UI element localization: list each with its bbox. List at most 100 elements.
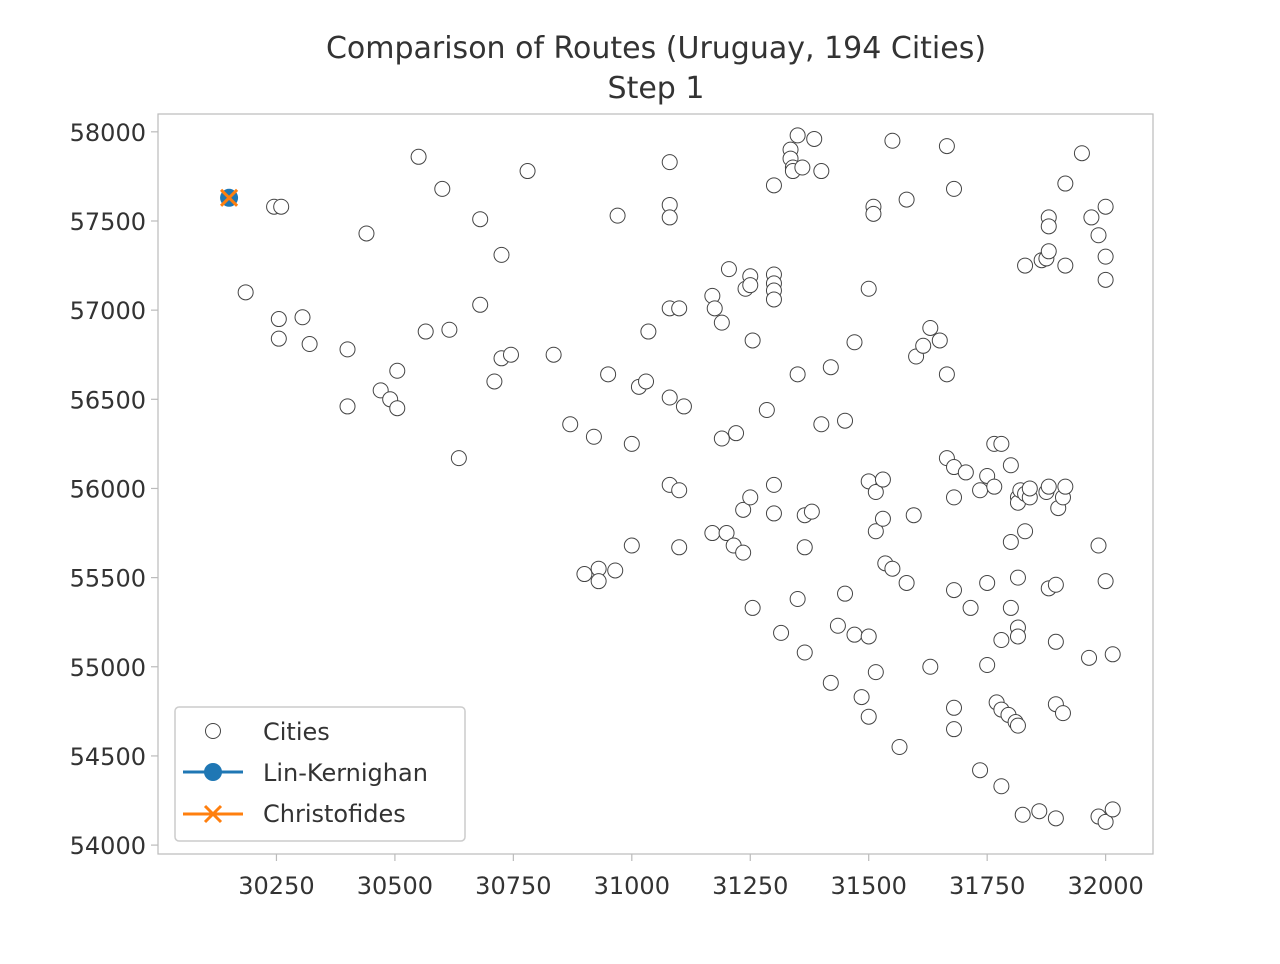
city-point: [1009, 628, 1026, 645]
city-point: [237, 284, 254, 301]
city-point: [1002, 533, 1019, 550]
city-point: [1047, 576, 1064, 593]
city-point: [905, 507, 922, 524]
city-point: [860, 280, 877, 297]
city-point: [744, 332, 761, 349]
city-point: [735, 544, 752, 561]
city-point: [704, 525, 721, 542]
city-point: [718, 525, 735, 542]
city-point: [789, 366, 806, 383]
city-point: [294, 309, 311, 326]
city-point: [1104, 801, 1121, 818]
city-point: [796, 539, 813, 556]
city-point: [867, 484, 884, 501]
plot-area: [157, 113, 1154, 855]
city-point: [946, 489, 962, 506]
city-point: [450, 450, 467, 467]
city-point: [638, 373, 655, 390]
x-tick-label: 31500: [831, 872, 907, 900]
city-point: [486, 373, 503, 390]
city-point: [806, 130, 823, 147]
city-point: [389, 362, 406, 379]
city-point: [1057, 478, 1074, 495]
y-tick-label: 56500: [70, 386, 146, 414]
city-point: [765, 476, 782, 493]
legend-label-christofides: Christofides: [263, 800, 406, 828]
city-point: [434, 180, 451, 197]
city-point: [898, 191, 915, 208]
city-point: [846, 626, 863, 643]
city-point: [1057, 175, 1074, 192]
legend-box: [174, 706, 466, 842]
city-point: [270, 330, 287, 347]
y-tick-label: 57500: [70, 208, 146, 236]
city-point: [742, 489, 759, 506]
city-point: [735, 501, 752, 518]
city-point: [938, 138, 955, 155]
city-point: [979, 656, 996, 673]
city-point: [1090, 537, 1107, 554]
city-point: [339, 341, 356, 358]
city-point: [1097, 248, 1114, 265]
city-point: [1002, 599, 1019, 616]
city-point: [273, 198, 290, 215]
city-point: [1021, 480, 1038, 497]
city-point: [938, 366, 955, 383]
y-tick-label: 56000: [70, 475, 146, 503]
legend: Cities Lin-Kernighan Christofides: [174, 706, 466, 842]
city-point: [389, 400, 406, 417]
y-tick-label: 54000: [70, 832, 146, 860]
city-point: [822, 674, 839, 691]
city-point: [962, 599, 979, 616]
city-point: [713, 314, 730, 331]
city-point: [803, 503, 820, 520]
city-point: [1040, 478, 1057, 495]
city-point: [789, 127, 806, 144]
city-point: [1047, 633, 1064, 650]
city-point: [931, 332, 948, 349]
city-point: [993, 778, 1010, 795]
city-point: [865, 205, 882, 222]
city-point: [789, 591, 806, 608]
city-point: [946, 699, 962, 716]
city-point: [1054, 705, 1071, 722]
city-point: [493, 246, 510, 263]
city-point: [607, 562, 624, 579]
city-point: [661, 389, 678, 406]
x-tick-label: 31250: [712, 872, 788, 900]
city-point: [1097, 271, 1114, 288]
city-point: [1040, 243, 1057, 260]
city-point: [623, 537, 640, 554]
city-point: [417, 323, 434, 340]
city-point: [765, 177, 782, 194]
city-point: [1009, 569, 1026, 586]
city-point: [922, 658, 939, 675]
city-point: [1104, 646, 1121, 663]
x-axis: 30250 30500 30750 31000 31250 31500 31750 32000: [238, 854, 1144, 900]
city-point: [1002, 457, 1019, 474]
city-point: [1009, 717, 1026, 734]
city-point: [898, 574, 915, 591]
city-point: [585, 428, 602, 445]
city-point: [609, 207, 626, 224]
city-point: [993, 632, 1010, 649]
city-point: [590, 573, 607, 590]
city-point: [874, 510, 891, 527]
city-point: [758, 402, 775, 418]
city-point: [706, 300, 723, 317]
city-point: [773, 624, 790, 641]
city-point: [720, 261, 737, 278]
x-tick-label: 30500: [357, 872, 433, 900]
city-point: [339, 398, 356, 415]
city-point: [562, 416, 579, 433]
city-point: [946, 582, 962, 599]
city-point: [860, 628, 877, 645]
y-tick-label: 55500: [70, 565, 146, 593]
city-point: [993, 435, 1010, 452]
city-point: [1017, 257, 1034, 274]
city-point: [1097, 813, 1114, 830]
city-point: [1031, 803, 1048, 820]
city-point: [1073, 145, 1090, 162]
city-point: [891, 739, 908, 756]
city-point: [1057, 257, 1074, 274]
